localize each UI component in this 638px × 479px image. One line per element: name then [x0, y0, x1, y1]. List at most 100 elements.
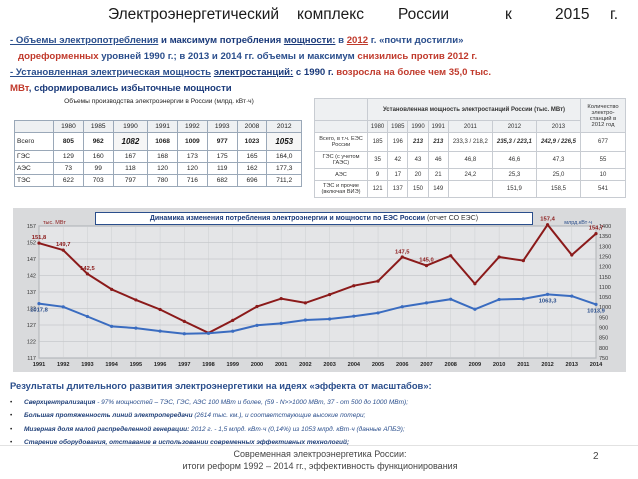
intro-text: - Установленная электрическая мощность	[10, 67, 212, 78]
data-point	[473, 307, 477, 311]
table-cell: 213	[427, 132, 449, 152]
table-cell: 1009	[176, 132, 208, 151]
table-cell: 213	[407, 132, 429, 152]
data-point	[255, 323, 259, 327]
table-cell: 21	[427, 168, 449, 181]
table-cell: 10	[580, 168, 626, 181]
table-corner	[314, 98, 368, 121]
year-header: 1993	[206, 120, 238, 133]
x-tick-label: 1994	[105, 362, 118, 368]
x-tick-label: 2004	[348, 362, 361, 368]
table-cell: 805	[53, 132, 84, 151]
table-cell: 118	[112, 162, 149, 175]
data-point	[400, 255, 404, 259]
data-point	[521, 259, 525, 263]
x-tick-label: 1993	[81, 362, 93, 368]
data-label: 1017,8	[30, 308, 49, 314]
left-tick-label: 157	[27, 224, 36, 230]
data-point	[328, 293, 332, 297]
title-word: к	[505, 6, 512, 23]
year-header: 2012	[491, 120, 537, 133]
data-label: 1013,9	[587, 308, 606, 314]
intro-text: возросла на более чем 35,0 тыс.	[336, 67, 492, 78]
right-tick-label: 1400	[599, 224, 611, 230]
right-tick-label: 1250	[599, 254, 611, 260]
x-tick-label: 2008	[444, 362, 456, 368]
data-point	[400, 305, 404, 309]
bullet-icon: •	[10, 412, 13, 420]
intro-text: 2012	[346, 35, 369, 46]
table-cell: 711,2	[266, 174, 302, 187]
year-header: 1980	[53, 120, 84, 133]
data-point	[545, 223, 550, 227]
chart-title: Динамика изменения потребления электроэн…	[149, 215, 426, 222]
table-corner	[14, 120, 54, 133]
data-label: 149,7	[56, 242, 71, 248]
table-cell: 149	[427, 180, 449, 198]
table-cell: 46,8	[447, 151, 493, 169]
right-tick-label: 1300	[599, 244, 611, 250]
table-cell: 1023	[236, 132, 268, 151]
title-word: г.	[610, 6, 619, 23]
table-row: ТЭС и прочие (включая ВИЭ) 121 137 150 1…	[314, 180, 626, 198]
x-tick-label: 2005	[372, 362, 384, 368]
left-tick-label: 142	[27, 274, 36, 280]
table-cell: 17	[387, 168, 409, 181]
row-label: АЭС	[14, 162, 54, 175]
table-cell: 119	[206, 162, 238, 175]
right-tick-label: 1150	[599, 275, 611, 281]
table-cell: 1068	[147, 132, 178, 151]
bullet-icon: •	[10, 399, 13, 406]
right-tick-label: 850	[599, 336, 608, 342]
table-cell	[447, 180, 493, 198]
table-cell: 73	[53, 162, 84, 175]
item-lead: Большая протяженность линий электроперед…	[24, 412, 193, 420]
x-tick-label: 2007	[420, 362, 432, 368]
table-cell: 42	[387, 151, 409, 169]
table-cell: 185	[366, 132, 389, 152]
table-cell: 46	[427, 151, 449, 169]
data-label: 151,8	[32, 235, 47, 241]
x-tick-label: 2013	[566, 362, 578, 368]
list-item: • Сверхцентрализация - 97% мощностей – ТЭ…	[10, 396, 630, 409]
data-point	[231, 329, 235, 333]
data-point	[303, 318, 307, 322]
table-cell: 99	[82, 162, 114, 175]
table-cell: 121	[366, 180, 389, 198]
chart-title-box: Динамика изменения потребления электроэн…	[95, 212, 533, 225]
row-label: АЭС	[314, 168, 368, 181]
table-cell: 9	[366, 168, 389, 181]
table-row: АЭС 9 17 20 21 24,2 25,3 25,0 10	[314, 168, 626, 181]
table-cell: 25,0	[535, 168, 582, 181]
table-cell: 150	[407, 180, 429, 198]
item-lead: Сверхцентрализация	[24, 399, 96, 406]
table-cell: 233,3 / 218,2	[447, 132, 493, 152]
data-point	[206, 331, 211, 335]
data-label: 154,7	[589, 226, 604, 232]
table-cell: 696	[236, 174, 268, 187]
data-point	[521, 297, 525, 301]
data-point	[376, 311, 380, 315]
data-point	[134, 326, 138, 330]
table-cell: 196	[387, 132, 409, 152]
table-header-row: 1980 1985 1990 1991 2011 2012 2013	[314, 120, 626, 133]
table-row: ГЭС (с учетом ГАЭС) 35 42 43 46 46,8 46,…	[314, 151, 626, 169]
data-point	[37, 302, 41, 306]
page-number: 2	[593, 451, 599, 462]
x-tick-label: 1995	[130, 362, 142, 368]
year-header: 2012	[266, 120, 302, 133]
data-point	[158, 307, 162, 312]
data-point	[497, 297, 501, 302]
table-cell: 120	[147, 162, 178, 175]
year-header: 1990	[112, 120, 149, 133]
year-header: 2011	[447, 120, 493, 133]
data-point	[594, 302, 598, 307]
intro-text: - Объемы электропотребления	[10, 35, 159, 46]
data-point	[37, 241, 41, 245]
data-point	[328, 317, 332, 321]
table-cell: 46,6	[491, 151, 537, 169]
x-tick-label: 2006	[396, 362, 408, 368]
intro-line-1: - Объемы электропотребления и максимум п…	[10, 33, 630, 49]
table-cell: 164,0	[266, 150, 302, 163]
intro-text: дореформенных	[18, 51, 99, 62]
